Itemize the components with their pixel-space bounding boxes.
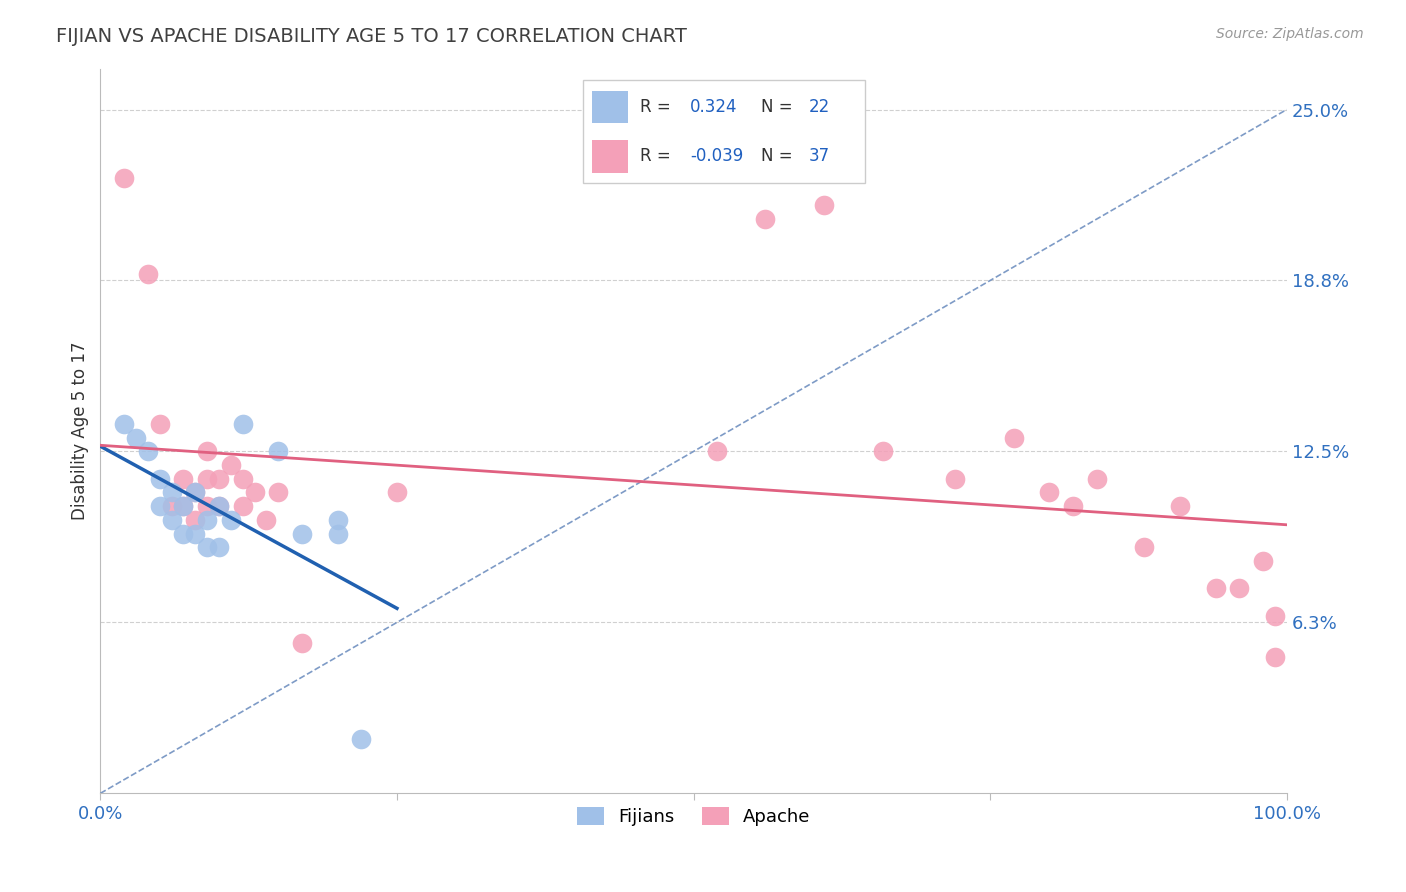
Point	[232, 472, 254, 486]
Point	[136, 444, 159, 458]
Text: N =: N =	[761, 98, 797, 116]
Point	[267, 485, 290, 500]
Point	[184, 513, 207, 527]
Text: Source: ZipAtlas.com: Source: ZipAtlas.com	[1216, 27, 1364, 41]
Point	[1251, 554, 1274, 568]
Point	[208, 540, 231, 554]
Point	[160, 485, 183, 500]
Point	[350, 731, 373, 746]
Point	[232, 417, 254, 431]
Point	[1205, 581, 1227, 595]
Point	[706, 444, 728, 458]
Point	[1062, 499, 1084, 513]
Point	[813, 198, 835, 212]
Point	[184, 485, 207, 500]
Point	[195, 472, 218, 486]
Point	[184, 485, 207, 500]
Point	[232, 499, 254, 513]
Point	[385, 485, 408, 500]
Point	[1133, 540, 1156, 554]
Text: N =: N =	[761, 147, 797, 165]
Legend: Fijians, Apache: Fijians, Apache	[568, 797, 820, 835]
Point	[195, 444, 218, 458]
Point	[112, 417, 135, 431]
Point	[1085, 472, 1108, 486]
Point	[1038, 485, 1060, 500]
Text: 22: 22	[808, 98, 830, 116]
Text: -0.039: -0.039	[690, 147, 744, 165]
Point	[195, 513, 218, 527]
Point	[1264, 649, 1286, 664]
Point	[160, 499, 183, 513]
Point	[195, 499, 218, 513]
Point	[160, 513, 183, 527]
Text: 37: 37	[808, 147, 830, 165]
Point	[208, 472, 231, 486]
Point	[326, 513, 349, 527]
Point	[136, 267, 159, 281]
Point	[172, 472, 194, 486]
Point	[172, 526, 194, 541]
Text: R =: R =	[640, 98, 676, 116]
Text: R =: R =	[640, 147, 676, 165]
Point	[754, 211, 776, 226]
Point	[112, 170, 135, 185]
Point	[195, 540, 218, 554]
Point	[149, 499, 172, 513]
Point	[326, 526, 349, 541]
Text: FIJIAN VS APACHE DISABILITY AGE 5 TO 17 CORRELATION CHART: FIJIAN VS APACHE DISABILITY AGE 5 TO 17 …	[56, 27, 688, 45]
Point	[219, 513, 242, 527]
Point	[872, 444, 894, 458]
Point	[184, 526, 207, 541]
Point	[1002, 431, 1025, 445]
Point	[291, 636, 314, 650]
Point	[208, 499, 231, 513]
FancyBboxPatch shape	[592, 140, 628, 173]
Point	[256, 513, 278, 527]
Point	[1168, 499, 1191, 513]
Point	[219, 458, 242, 472]
Point	[943, 472, 966, 486]
Point	[149, 417, 172, 431]
Point	[172, 499, 194, 513]
Point	[125, 431, 148, 445]
Point	[1227, 581, 1250, 595]
Point	[172, 499, 194, 513]
Point	[243, 485, 266, 500]
Point	[208, 499, 231, 513]
Text: 0.324: 0.324	[690, 98, 738, 116]
Y-axis label: Disability Age 5 to 17: Disability Age 5 to 17	[72, 342, 89, 520]
FancyBboxPatch shape	[583, 80, 865, 183]
Point	[267, 444, 290, 458]
Point	[1264, 608, 1286, 623]
Point	[291, 526, 314, 541]
FancyBboxPatch shape	[592, 91, 628, 123]
Point	[149, 472, 172, 486]
